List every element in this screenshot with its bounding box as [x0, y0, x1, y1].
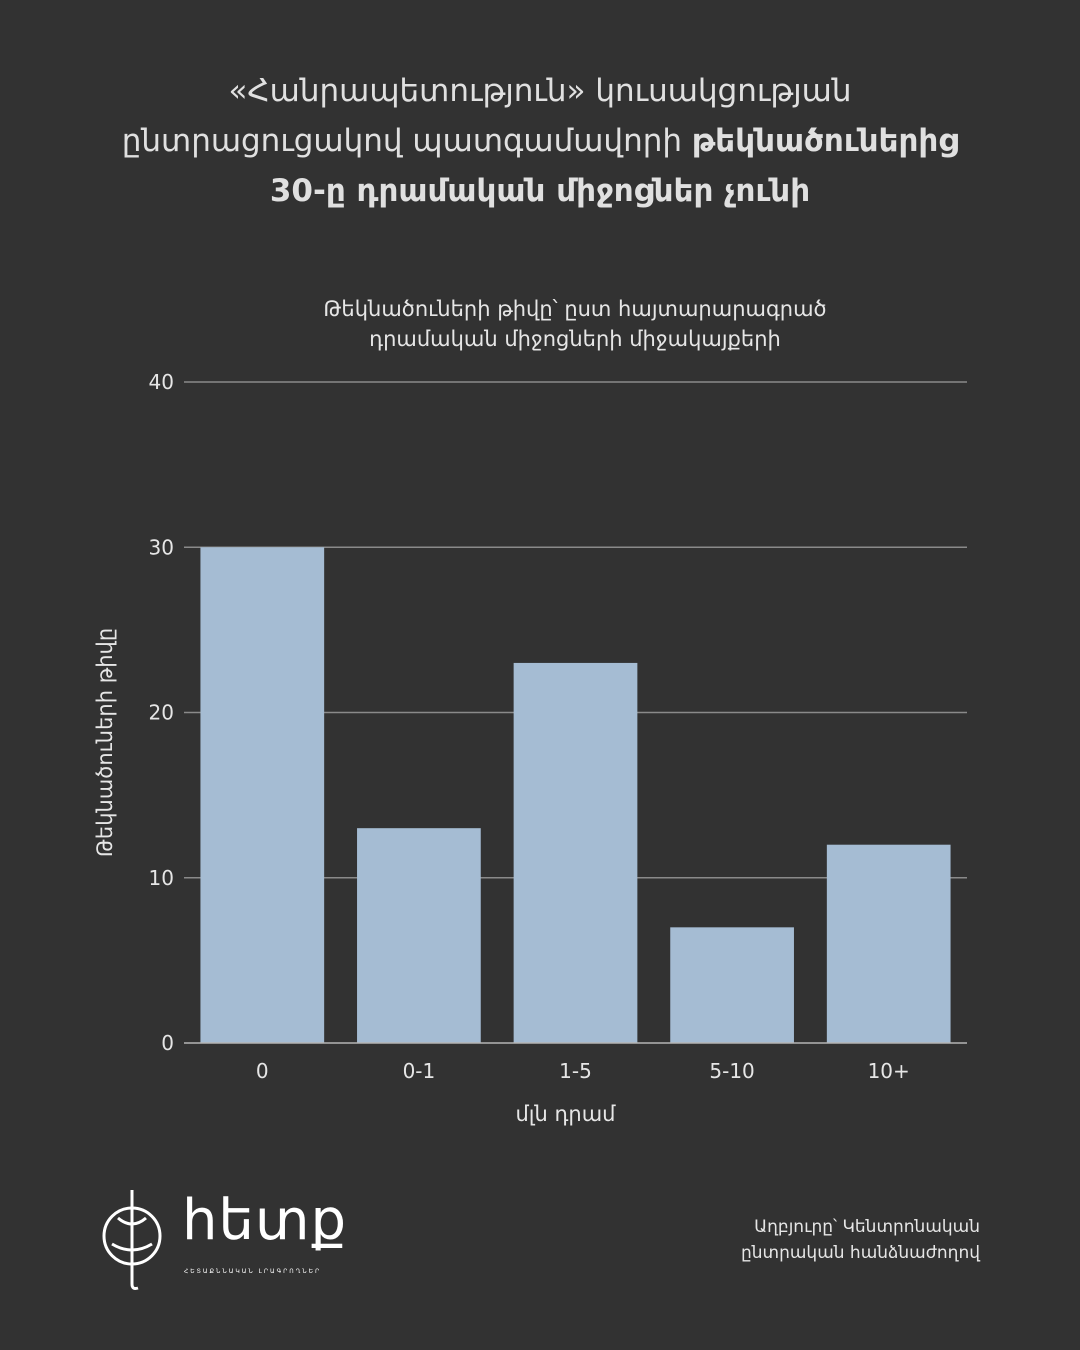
source-line-2: ընտրական հանձնաժողով	[740, 1243, 980, 1263]
y-tick-label: 40	[149, 370, 174, 394]
chart-title: Թեկնածուների թիվը՝ ըստ հայտարարագրած դրա…	[250, 294, 900, 354]
headline-line-1: «Հանրապետություն» կուսակցության	[228, 73, 852, 109]
y-tick-label: 0	[161, 1031, 174, 1055]
logo-tagline: ՀԵՏԱՔՆՆԱԿԱՆ ԼՐԱԳՐՈՂՆԵՐ	[184, 1268, 322, 1275]
headline-line-3: 30-ը դրամական միջոցներ չունի	[269, 173, 811, 209]
hetq-logo: hետք ՀԵՏԱՔՆՆԱԿԱՆ ԼՐԱԳՐՈՂՆԵՐ	[98, 1184, 358, 1294]
source-line-1: Աղբյուրը՝ Կենտրոնական	[754, 1217, 980, 1237]
logo-wordmark: hետք	[182, 1188, 348, 1253]
y-tick-labels: 0 10 20 30 40	[149, 370, 174, 1055]
chart-title-line-2: դրամական միջոցների միջակայքերի	[369, 327, 781, 351]
x-tick-label: 10+	[868, 1059, 910, 1083]
source-note: Աղբյուրը՝ Կենտրոնական ընտրական հանձնաժող…	[741, 1214, 980, 1266]
y-axis-label: Թեկնածուների թիվը	[93, 628, 117, 857]
chart-bars	[200, 547, 951, 1043]
headline-line-2-regular: ընտրացուցակով պատգամավորի	[121, 123, 692, 159]
x-tick-label: 1-5	[559, 1059, 592, 1083]
x-axis-label: մլն դրամ	[516, 1102, 617, 1126]
bar-10+	[826, 844, 951, 1043]
bar-1-5	[513, 662, 638, 1043]
headline-line-2-bold: թեկնածուներից	[691, 123, 959, 159]
y-tick-label: 30	[149, 535, 174, 559]
y-tick-label: 10	[149, 866, 174, 890]
bar-chart: 0 0-1 1-5 5-10 10+ 0 10 20 30 40 Թեկնածուների թի…	[93, 370, 967, 1126]
headline: «Հանրապետություն» կուսակցության ընտրացու…	[40, 66, 1040, 216]
headline-line-2: ընտրացուցակով պատգամավորի թեկնածուներից	[40, 116, 1040, 166]
chart-title-line-1: Թեկնածուների թիվը՝ ըստ հայտարարագրած	[323, 297, 827, 321]
x-tick-label: 5-10	[709, 1059, 754, 1083]
bar-5-10	[670, 927, 794, 1043]
x-tick-label: 0-1	[403, 1059, 436, 1083]
bar-0	[200, 547, 325, 1043]
x-tick-labels: 0 0-1 1-5 5-10 10+	[256, 1059, 910, 1083]
y-tick-label: 20	[149, 701, 174, 725]
logo-emblem-icon	[102, 1190, 162, 1290]
x-tick-label: 0	[256, 1059, 269, 1083]
bar-0-1	[357, 828, 481, 1043]
